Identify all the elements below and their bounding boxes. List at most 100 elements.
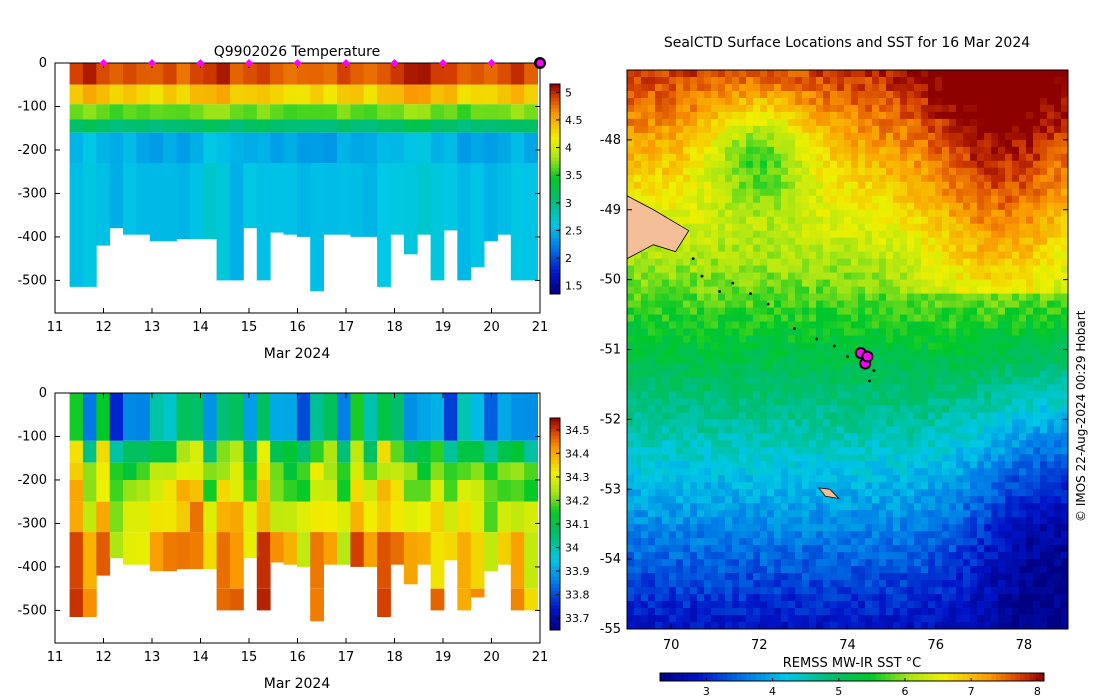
section-cell	[82, 532, 97, 589]
sst-cell	[1005, 174, 1013, 183]
sst-cell	[697, 454, 705, 462]
sst-cell	[900, 279, 908, 288]
sst-cell	[977, 391, 985, 399]
sst-cell	[963, 209, 971, 218]
sst-cell	[865, 405, 873, 413]
sst-cell	[851, 454, 859, 462]
sst-cell	[641, 370, 649, 378]
sst-cell	[900, 174, 908, 183]
sst-cell	[1040, 104, 1048, 113]
sst-cell	[879, 405, 887, 413]
section-cell	[203, 84, 218, 105]
sst-cell	[879, 461, 887, 469]
sst-cell	[963, 188, 971, 197]
sst-cell	[851, 251, 859, 260]
sst-cell	[1054, 433, 1062, 441]
sst-cell	[802, 363, 810, 371]
sst-cell	[739, 265, 747, 274]
sst-cell	[1019, 342, 1027, 350]
sst-cell	[816, 517, 824, 525]
section-cell	[430, 63, 445, 85]
sst-cell	[774, 440, 782, 448]
sst-cell	[732, 153, 740, 162]
sst-cell	[746, 118, 754, 127]
sst-cell	[872, 216, 880, 225]
colorbar-swatch	[550, 189, 560, 193]
sst-cell	[802, 167, 810, 176]
sst-cell	[781, 517, 789, 525]
sst-cell	[641, 307, 649, 316]
sst-cell	[739, 153, 747, 162]
sst-cell	[935, 104, 943, 113]
section-cell	[484, 163, 498, 242]
sst-cell	[795, 433, 803, 441]
sst-cell	[1033, 237, 1041, 246]
sst-cell	[949, 230, 957, 239]
sst-cell	[704, 181, 712, 190]
sst-cell	[1040, 461, 1048, 469]
section-cell	[403, 104, 418, 120]
sst-cell	[767, 125, 775, 134]
sst-cell	[669, 265, 677, 274]
sst-cell	[697, 468, 705, 476]
sst-cell	[655, 447, 663, 455]
sst-cell	[949, 223, 957, 232]
sst-cell	[1026, 153, 1034, 162]
sst-cell	[928, 300, 936, 309]
sst-cell	[865, 118, 873, 127]
sst-cell	[1012, 356, 1020, 364]
sst-cell	[788, 412, 796, 420]
sst-cell	[949, 118, 957, 127]
sst-cell	[977, 258, 985, 267]
sst-cell	[634, 251, 642, 260]
colorbar-swatch	[550, 531, 560, 536]
sst-cell	[998, 489, 1006, 497]
sst-cell	[774, 524, 782, 532]
sst-cell	[956, 468, 964, 476]
sst-cell	[753, 384, 761, 392]
sst-cell	[851, 510, 859, 518]
colorbar-tick-label: 34	[565, 542, 579, 555]
sst-cell	[648, 286, 656, 295]
sst-cell	[788, 419, 796, 427]
section-cell	[444, 501, 458, 533]
sst-cell	[725, 258, 733, 267]
sst-cell	[1005, 118, 1013, 127]
sst-cell	[662, 531, 670, 539]
section-cell	[230, 63, 244, 85]
sst-cell	[690, 370, 698, 378]
sst-cell	[844, 349, 852, 357]
sst-cell	[809, 517, 817, 525]
sst-cell	[921, 321, 929, 329]
sst-cell	[914, 447, 922, 455]
sst-cell	[690, 118, 698, 127]
sst-cell	[1005, 321, 1013, 329]
sst-cell	[802, 77, 810, 85]
sst-cell	[893, 384, 901, 392]
sst-cell	[935, 258, 943, 267]
sst-cell	[998, 70, 1006, 78]
sst-cell	[858, 370, 866, 378]
sst-cell	[627, 167, 635, 176]
sst-cell	[823, 209, 831, 218]
section-cell	[96, 104, 111, 120]
sst-cell	[858, 321, 866, 329]
sst-cell	[704, 475, 712, 483]
sst-cell	[725, 167, 733, 176]
sst-cell	[1040, 307, 1048, 316]
sst-cell	[900, 349, 908, 357]
section-cell	[96, 501, 111, 533]
sst-cell	[662, 433, 670, 441]
sst-cell	[809, 91, 817, 99]
sst-cell	[956, 139, 964, 148]
sst-cell	[956, 237, 964, 246]
section-cell	[417, 440, 431, 463]
sst-cell	[942, 160, 950, 169]
map-title: SealCTD Surface Locations and SST for 16…	[664, 35, 1030, 51]
sst-cell	[641, 461, 649, 469]
sst-cell	[1026, 118, 1034, 127]
section-cell	[363, 132, 378, 163]
sst-cell	[914, 370, 922, 378]
sst-cell	[963, 398, 971, 406]
sst-cell	[851, 475, 859, 483]
